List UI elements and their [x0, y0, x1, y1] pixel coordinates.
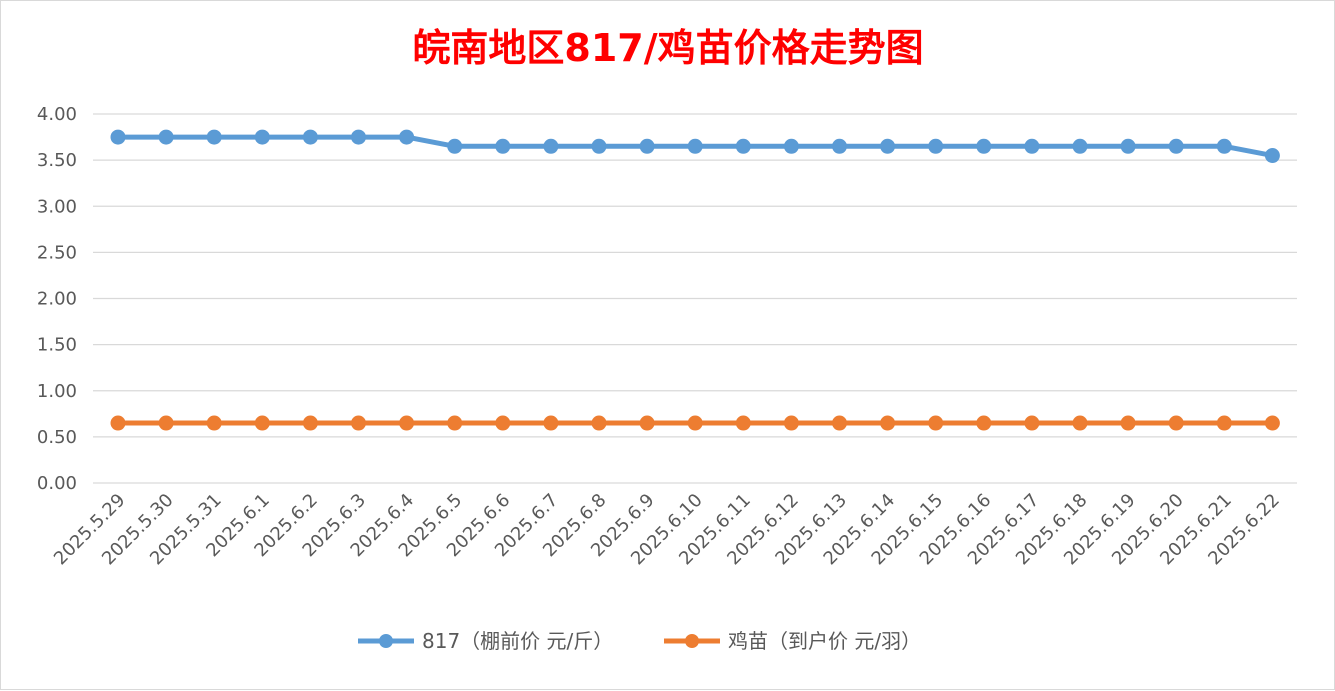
data-point: [1024, 138, 1040, 154]
y-tick-label: 2.50: [37, 242, 77, 263]
data-point: [1264, 415, 1280, 431]
data-point: [399, 129, 415, 145]
data-point: [1072, 138, 1088, 154]
data-point: [254, 415, 270, 431]
data-point: [783, 415, 799, 431]
data-point: [351, 415, 366, 431]
data-point: [254, 129, 270, 145]
y-tick-label: 1.50: [37, 335, 77, 356]
legend-marker: [379, 634, 393, 648]
chart-title: 皖南地区817/鸡苗价格走势图: [412, 26, 923, 70]
y-tick-label: 1.00: [37, 381, 77, 402]
data-point: [206, 415, 222, 431]
data-point: [1120, 415, 1136, 431]
data-point: [976, 138, 992, 154]
data-point: [1216, 415, 1232, 431]
y-tick-label: 4.00: [37, 104, 77, 125]
y-tick-label: 3.00: [37, 196, 77, 217]
data-point: [351, 129, 366, 145]
data-point: [880, 138, 896, 154]
data-point: [687, 415, 703, 431]
legend: 817（棚前价 元/斤） 鸡苗（到户价 元/羽）: [358, 629, 921, 653]
data-point: [639, 138, 655, 154]
y-axis-ticks: 0.00 0.50 1.00 1.50 2.00 2.50 3.00 3.50 4.00: [37, 104, 77, 494]
data-point: [928, 415, 944, 431]
series-lines: [110, 129, 1280, 431]
data-point: [1168, 415, 1184, 431]
y-tick-label: 3.50: [37, 150, 77, 171]
data-point: [735, 415, 751, 431]
data-point: [543, 138, 559, 154]
data-point: [783, 138, 799, 154]
data-point: [447, 415, 463, 431]
legend-label: 鸡苗（到户价 元/羽）: [728, 629, 921, 653]
y-tick-label: 0.50: [37, 427, 77, 448]
y-tick-label: 2.00: [37, 289, 77, 310]
data-point: [591, 138, 607, 154]
data-point: [206, 129, 222, 145]
data-point: [302, 415, 318, 431]
data-point: [1216, 138, 1232, 154]
legend-label: 817（棚前价 元/斤）: [422, 629, 613, 653]
data-point: [1024, 415, 1040, 431]
data-point: [495, 415, 511, 431]
data-point: [495, 138, 511, 154]
data-point: [302, 129, 318, 145]
data-point: [832, 138, 847, 154]
data-point: [447, 138, 463, 154]
data-point: [639, 415, 655, 431]
data-point: [1120, 138, 1136, 154]
data-point: [591, 415, 607, 431]
data-point: [110, 129, 126, 145]
x-axis-ticks: 2025.5.292025.5.302025.5.312025.6.12025.…: [50, 490, 1284, 570]
data-point: [880, 415, 896, 431]
data-point: [399, 415, 415, 431]
data-point: [110, 415, 126, 431]
legend-marker: [685, 634, 699, 648]
data-point: [832, 415, 847, 431]
data-point: [1072, 415, 1088, 431]
data-point: [687, 138, 703, 154]
data-point: [543, 415, 559, 431]
gridlines: [93, 113, 1297, 484]
data-point: [158, 415, 174, 431]
data-point: [1264, 148, 1280, 164]
data-point: [976, 415, 992, 431]
data-point: [735, 138, 751, 154]
y-tick-label: 0.00: [37, 473, 77, 494]
data-point: [1168, 138, 1184, 154]
data-point: [928, 138, 944, 154]
data-point: [158, 129, 174, 145]
